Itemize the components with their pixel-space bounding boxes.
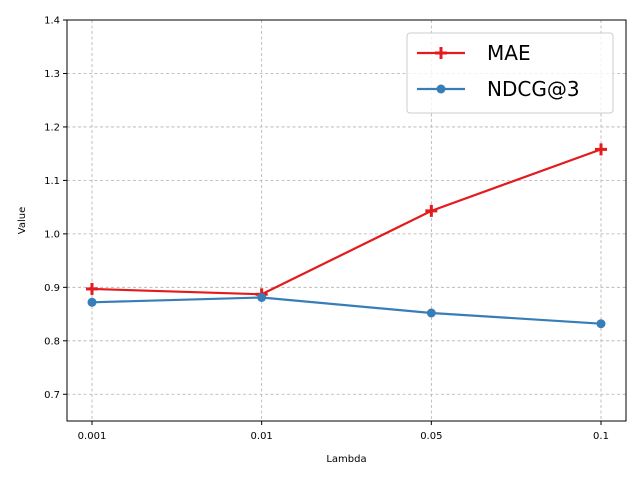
- legend-item-ndcg-3: NDCG@3: [417, 77, 580, 101]
- legend-items: MAE NDCG@3: [417, 41, 580, 101]
- ndcg-3-point: [87, 297, 97, 307]
- legend-item-mae: MAE: [417, 41, 531, 65]
- x-tick-label: 0.001: [78, 431, 107, 442]
- ndcg-3-point: [596, 319, 606, 329]
- y-axis-label: Value: [17, 207, 28, 234]
- y-tick-label: 1.1: [44, 176, 60, 187]
- mae-point: [425, 204, 438, 217]
- x-tick-label: 0.01: [251, 431, 273, 442]
- mae-point: [86, 282, 98, 295]
- series-layer: [86, 143, 607, 329]
- legend: MAE NDCG@3: [406, 32, 614, 114]
- legend-swatch-marker: [436, 84, 446, 94]
- x-tick-label: 0.05: [420, 431, 442, 442]
- y-tick-label: 0.8: [44, 336, 60, 347]
- ndcg-3-point: [426, 308, 436, 318]
- x-axis-label: Lambda: [326, 454, 366, 465]
- mae-line: [91, 148, 602, 296]
- y-tick-label: 1.4: [44, 16, 60, 27]
- legend-label: NDCG@3: [487, 77, 580, 101]
- legend-label: MAE: [487, 41, 531, 65]
- axes-frame: [66, 19, 627, 422]
- x-tick-label: 0.1: [593, 431, 609, 442]
- y-tick-label: 1.0: [44, 229, 60, 240]
- mae-point: [595, 143, 607, 156]
- y-tick-label: 1.3: [44, 69, 60, 80]
- y-tick-label: 0.9: [44, 283, 60, 294]
- legend-swatch-marker: [435, 47, 447, 59]
- y-tick-label: 1.2: [44, 122, 60, 133]
- series-ndcg-3: [87, 292, 606, 329]
- y-tick-label: 0.7: [44, 390, 60, 401]
- ndcg-3-line: [91, 296, 602, 325]
- ndcg-3-point: [257, 292, 267, 302]
- ticks: 0.001 0.01 0.05 0.1 0.7 0.8 0.9 1.0 1.1 1.2 1.3 1.4: [44, 16, 609, 443]
